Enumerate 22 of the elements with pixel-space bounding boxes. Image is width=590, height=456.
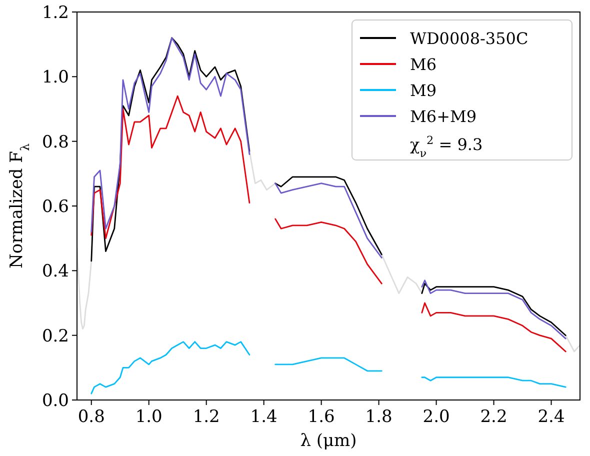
y-tick-label: 0.8	[42, 132, 69, 152]
legend-label: M9	[410, 81, 437, 100]
legend-label: WD0008-350C	[410, 29, 528, 48]
x-tick-label: 1.4	[250, 407, 278, 427]
x-tick-label: 2.0	[422, 407, 450, 427]
x-tick-label: 2.2	[480, 407, 508, 427]
x-tick-label: 1.0	[135, 407, 162, 427]
y-tick-label: 1.0	[42, 68, 69, 88]
legend-label: M6+M9	[410, 107, 477, 126]
y-tick-label: 0.6	[42, 197, 69, 217]
x-axis-title: λ (μm)	[300, 431, 357, 451]
y-tick-label: 0.0	[42, 391, 69, 411]
y-tick-label: 0.2	[42, 326, 69, 346]
x-tick-label: 1.6	[308, 407, 335, 427]
y-tick-label: 0.4	[42, 262, 69, 282]
x-tick-label: 0.8	[78, 407, 105, 427]
annotation: χ$_{ν}$$^{2}$ = 9.3	[410, 134, 483, 160]
y-tick-label: 1.2	[42, 3, 69, 23]
x-tick-label: 1.2	[192, 407, 220, 427]
x-tick-label: 2.4	[538, 407, 565, 427]
x-tick-label: 1.8	[365, 407, 392, 427]
legend-label: M6	[410, 55, 437, 74]
